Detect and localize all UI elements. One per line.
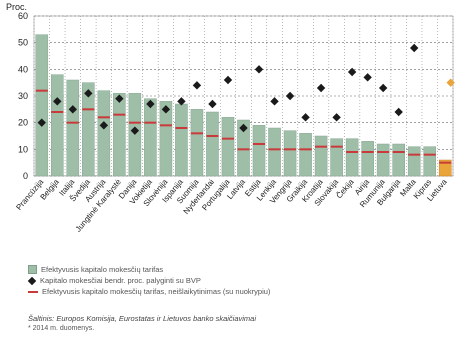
bar [221,117,235,177]
bar [299,133,312,177]
legend-item-lines: Efektyvusis kapitalo mokesčių tarifas, n… [28,286,270,297]
y-tick-label: 60 [18,11,28,21]
diamond-marker [37,118,46,127]
diamond-marker [239,123,248,133]
bar [97,90,111,177]
bar [175,103,188,177]
diamond-marker [177,97,186,106]
diamond-marker [115,94,124,103]
y-tick-label: 40 [18,64,28,74]
bar [376,143,390,177]
diamond-marker [301,113,310,122]
legend-label-diamonds: Kapitalo mokesčiai bendr. proc. palygint… [40,276,201,285]
diamond-marker [378,83,388,93]
diamond-marker [332,113,341,122]
legend: Efektyvusis kapitalo mokesčių tarifas Ka… [27,264,270,297]
bar [361,141,374,177]
y-tick-label: 20 [18,118,28,128]
x-tick-label: Latvija [225,177,247,201]
y-tick-label: 10 [18,144,28,154]
legend-item-bars: Efektyvusis kapitalo mokesčių tarifas [28,264,270,275]
diamond-marker [208,99,217,109]
legend-label-lines: Efektyvusis kapitalo mokesčių tarifas, n… [42,287,271,296]
legend-swatch-line [28,290,38,293]
diamond-marker [130,126,140,135]
bar [423,146,437,177]
bar [283,130,297,177]
diamond-marker [161,105,171,114]
bar [50,74,64,177]
bar [35,34,49,177]
bar [144,98,157,177]
source-note: Šaltinis: Europos Komisija, Eurostatas i… [28,314,257,323]
y-axis-label: Proc. [6,2,27,12]
bar [407,146,421,177]
x-tick-label: Čekija [334,177,356,200]
diamond-marker [363,73,372,82]
footnote: * 2014 m. duomenys. [28,325,95,332]
bar [345,138,359,177]
bar [438,159,452,177]
y-tick-label: 30 [18,91,28,101]
legend-swatch-bar [28,265,37,274]
bar [237,119,250,177]
bar [330,138,343,177]
legend-swatch-diamond [27,276,37,285]
diamond-marker [68,105,77,114]
bar [113,93,126,177]
bar [268,127,281,177]
legend-label-bars: Efektyvusis kapitalo mokesčių tarifas [41,265,164,274]
diamond-marker [254,65,264,74]
diamond-marker [316,83,326,93]
diamond-marker [270,97,279,106]
bar [252,125,266,177]
bar [82,82,95,177]
diamond-marker [192,81,202,90]
diamond-marker [84,89,93,98]
bar [190,109,204,177]
diamond-marker [410,43,419,53]
diamond-marker [53,97,62,106]
bar [314,135,328,177]
diamond-marker [394,107,403,117]
diamond-marker [146,99,155,109]
bar [66,79,80,177]
diamond-marker [347,67,357,77]
diamond-marker [285,91,295,101]
diamond-marker [223,75,233,85]
highlight-diamond-marker [446,78,455,87]
diamond-marker [99,121,109,130]
y-tick-label: 0 [23,171,28,181]
y-tick-label: 50 [18,38,28,48]
legend-item-diamonds: Kapitalo mokesčiai bendr. proc. palygint… [27,275,270,286]
bar [206,111,219,177]
bar [392,143,405,177]
bar [159,101,173,177]
